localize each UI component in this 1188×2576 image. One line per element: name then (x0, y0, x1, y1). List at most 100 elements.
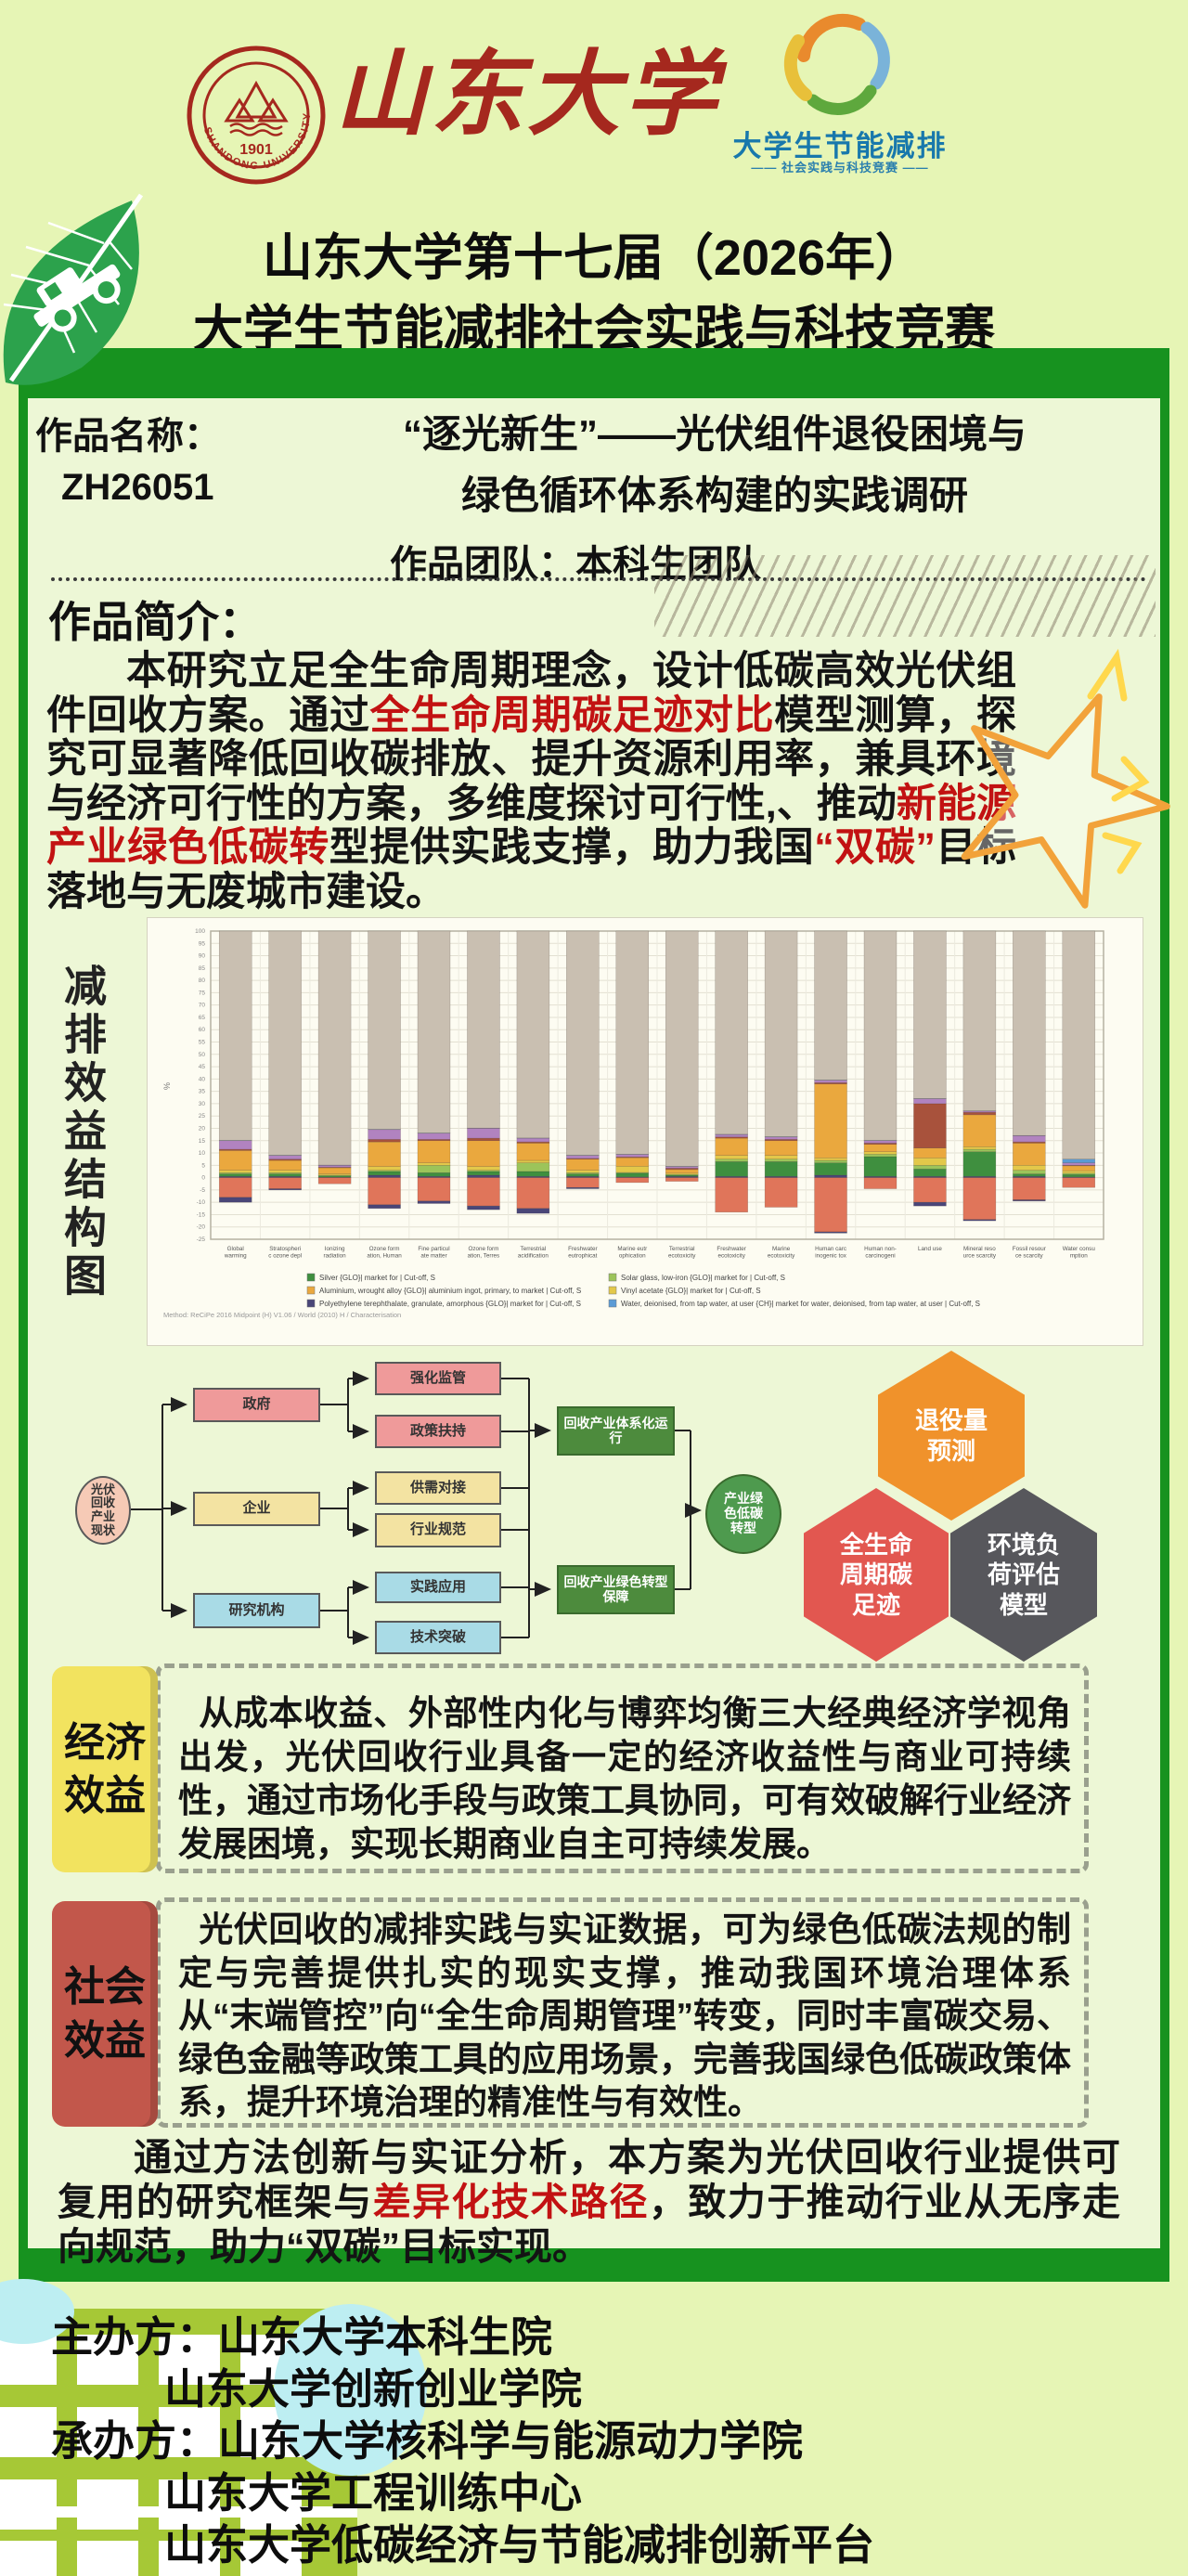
svg-text:Water, deionised, from tap wat: Water, deionised, from tap water, at use… (621, 1300, 980, 1308)
box-top-bar (28, 357, 1160, 398)
window-decoration (159, 2335, 220, 2385)
dotted-divider (51, 577, 1146, 581)
svg-text:55: 55 (199, 1040, 206, 1046)
flow-node-industry-standard: 行业规范 (375, 1513, 501, 1547)
organizer-line: 承办方：山东大学核科学与能源动力学院 (51, 2415, 1165, 2467)
text-segment: ，致力于推动行业从无序走向规范，助力“双碳”目标实现。 (58, 2181, 1121, 2268)
stacked-bar-chart: -25 -20 -15 -10 -5 0 5 10 15 20 25 30 35 40 45 50 55 60 65… (162, 928, 1104, 1319)
box-bottom-bar (28, 2248, 1160, 2272)
flow-node-green-transition-guarantee: 回收产业绿色转型 保障 (557, 1565, 675, 1614)
work-code: ZH26051 (61, 467, 214, 508)
competition-logo-title: 大学生节能减排 (732, 130, 948, 162)
svg-text:40: 40 (199, 1076, 206, 1082)
economic-benefit-box (156, 1663, 1089, 1873)
svg-text:Silver {GLO}| market for | Cut: Silver {GLO}| market for | Cut-off, S (319, 1274, 435, 1282)
window-decoration (77, 2541, 138, 2576)
page-title-line1: 山东大学第十七届（2026年） (262, 230, 926, 286)
svg-text:5: 5 (201, 1162, 205, 1169)
university-seal-icon: 1901 SHANDONG UNIVERSITY (187, 45, 326, 185)
flow-node-strengthen-regulation: 强化监管 (375, 1362, 501, 1395)
competition-logo-icon (783, 13, 890, 115)
competition-logo-subtitle: —— 社会实践与科技竞赛 —— (751, 161, 929, 175)
text-segment: 新能源产业绿色低碳转 (46, 781, 1016, 870)
svg-text:Vinyl acetate {GLO}| market fo: Vinyl acetate {GLO}| market for | Cut-of… (621, 1287, 761, 1295)
text-segment: 通过方法创新与实证分析，本方案为光伏回收行业提供可复用的研究框架与 (58, 2136, 1120, 2223)
flow-node-supply-demand: 供需对接 (375, 1471, 501, 1505)
svg-text:Method: ReCiPe 2016 Midpoint (: Method: ReCiPe 2016 Midpoint (H) V1.06 /… (163, 1311, 401, 1319)
window-decoration (159, 2479, 220, 2530)
svg-text:60: 60 (199, 1027, 206, 1033)
svg-text:-5: -5 (200, 1187, 205, 1194)
svg-text:Polyethylene terephthalate, gr: Polyethylene terephthalate, granulate, a… (319, 1300, 581, 1308)
work-name-label: 作品名称： (35, 416, 221, 457)
flow-node-enterprise: 企业 (193, 1492, 320, 1526)
svg-text:Solar glass, low-iron {GLO}| m: Solar glass, low-iron {GLO}| market for … (621, 1274, 785, 1282)
text-segment: 本研究立足全生命周期理念，设计低碳高效光伏组件回收方案。通过 (46, 649, 1016, 738)
flow-node-systematic-operation: 回收产业体系化运 行 (557, 1406, 675, 1456)
economic-benefit-tab: 经济 效益 (52, 1666, 158, 1872)
svg-text:Aluminium, wrought alloy {GLO}: Aluminium, wrought alloy {GLO}| aluminiu… (319, 1287, 581, 1295)
svg-text:75: 75 (199, 990, 206, 996)
leaf-truck-icon (3, 193, 144, 385)
window-decoration (159, 2541, 220, 2576)
text-segment: 全生命周期碳足迹对比 (369, 693, 775, 738)
organizer-line: 山东大学低碳经济与节能减排创新平台 (51, 2519, 1165, 2571)
svg-text:45: 45 (199, 1064, 206, 1070)
svg-text:95: 95 (199, 940, 206, 947)
conclusion-paragraph: 通过方法创新与实证分析，本方案为光伏回收行业提供可复用的研究框架与差异化技术路径… (58, 2135, 1120, 2269)
organizer-line: 主办方：山东大学本科生院 (51, 2311, 1165, 2363)
window-decoration (159, 2407, 220, 2457)
svg-text:-20: -20 (197, 1224, 206, 1231)
window-decoration (77, 2479, 138, 2530)
svg-text:80: 80 (199, 977, 206, 984)
svg-text:30: 30 (199, 1101, 206, 1107)
svg-text:-25: -25 (197, 1236, 206, 1243)
flow-node-research-institute: 研究机构 (193, 1593, 320, 1628)
intro-paragraph: 本研究立足全生命周期理念，设计低碳高效光伏组件回收方案。通过全生命周期碳足迹对比… (46, 649, 1017, 914)
organizer-name: 山东大学低碳经济与节能减排创新平台 (164, 2521, 875, 2569)
svg-text:0: 0 (201, 1175, 205, 1182)
organizer-name: 山东大学本科生院 (218, 2313, 553, 2361)
intro-heading: 作品简介： (48, 598, 262, 646)
text-segment: 差异化技术路径 (372, 2181, 649, 2223)
flow-node-policy-support: 政策扶持 (375, 1415, 501, 1448)
text-segment: 型提供实践支撑，助力我国 (329, 825, 815, 870)
organizer-name: 山东大学核科学与能源动力学院 (218, 2417, 804, 2465)
organizer-label: 主办方： (51, 2313, 219, 2361)
window-decoration (0, 2541, 57, 2576)
svg-text:35: 35 (199, 1089, 206, 1095)
social-benefit-tab: 社会 效益 (52, 1901, 158, 2127)
building-stripe-decoration (0, 2506, 357, 2518)
text-segment: 模型测算，探究可显著降低回收碳排放、提升资源利用率，兼具环境与经济可行性的方案，… (46, 693, 1017, 826)
text-segment: 目标落地与无废城市建设。 (46, 825, 1016, 914)
window-decoration (0, 2407, 57, 2457)
flow-node-pv-recycling-status: 光伏 回收 产业 现状 (75, 1476, 131, 1545)
flow-node-green-lowcarbon-transition: 产业绿 色低碳 转型 (705, 1474, 781, 1554)
footer-organizers: 主办方：山东大学本科生院 山东大学创新创业学院 承办方：山东大学核科学与能源动力… (51, 2311, 1165, 2571)
work-title-line2: 绿色循环体系构建的实践调研 (460, 473, 968, 517)
organizer-label: 承办方： (51, 2417, 219, 2465)
svg-text:85: 85 (199, 965, 206, 972)
work-title-line1: “逐光新生”——光伏组件退役困境与 (402, 412, 1027, 456)
svg-text:%: % (162, 1082, 172, 1090)
emission-reduction-chart: -25 -20 -15 -10 -5 0 5 10 15 20 25 30 35 40 45 50 55 60 65… (147, 917, 1143, 1346)
chart-section-label: 减排效益结构图 (58, 964, 107, 1301)
economic-benefit-text: 从成本收益、外部性内化与博弈均衡三大经典经济学视角出发，光伏回收行业具备一定的经… (178, 1694, 1071, 1863)
window-decoration (240, 2479, 302, 2530)
hatch-decoration (654, 555, 1156, 637)
flow-node-government: 政府 (193, 1388, 320, 1422)
window-decoration (77, 2335, 138, 2385)
text-segment: “双碳” (814, 825, 936, 870)
